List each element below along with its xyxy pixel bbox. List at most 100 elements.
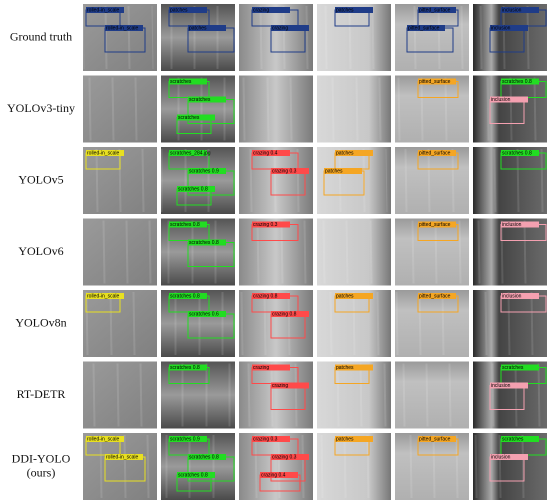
texture: [517, 148, 520, 213]
texture: [369, 220, 372, 284]
texture: [111, 77, 114, 141]
texture: [304, 220, 307, 284]
defect-image: [473, 361, 547, 429]
box-label: pitted_surface: [408, 25, 440, 31]
texture: [426, 363, 429, 427]
texture: [133, 291, 136, 356]
texture: [486, 77, 489, 141]
box-label: scratches 0.6: [189, 311, 219, 317]
box-label: scratches_284.jpg: [170, 150, 211, 156]
texture: [255, 434, 258, 499]
box-label: crazing: [272, 383, 288, 389]
texture: [508, 291, 511, 356]
texture: [366, 434, 369, 499]
box-label: crazing 0.8: [272, 311, 297, 317]
texture: [82, 5, 85, 70]
texture: [294, 363, 297, 427]
texture: [123, 434, 126, 499]
texture: [477, 220, 480, 284]
texture: [320, 434, 323, 499]
texture: [151, 5, 154, 70]
label-background: [169, 78, 207, 85]
label-background: [252, 293, 290, 299]
box-label: crazing 0.3: [272, 168, 297, 174]
texture: [349, 5, 352, 70]
texture: [371, 5, 374, 70]
texture: [434, 220, 437, 284]
box-label: pitted_surface: [419, 293, 451, 299]
label-background: [188, 168, 226, 174]
texture: [148, 220, 151, 284]
texture: [537, 363, 540, 427]
defect-image: [317, 147, 391, 214]
texture: [523, 220, 526, 284]
label-background: [490, 25, 528, 31]
texture: [498, 434, 501, 499]
label-background: [188, 454, 226, 460]
box-label: patches: [336, 365, 354, 371]
defect-image: [239, 361, 313, 429]
texture: [316, 148, 319, 213]
texture: [282, 5, 285, 70]
texture: [283, 5, 286, 70]
box-label: scratches: [502, 436, 524, 442]
texture: [305, 5, 308, 70]
label-background: [105, 25, 143, 31]
box-label: scratches 0.8: [189, 240, 219, 246]
texture: [524, 220, 527, 284]
defect-image: [161, 361, 235, 429]
texture: [139, 363, 142, 427]
texture: [301, 434, 304, 499]
box-label: inclusion: [502, 7, 522, 13]
texture: [428, 148, 431, 213]
texture: [280, 220, 283, 284]
texture: [248, 363, 251, 427]
texture: [128, 5, 131, 70]
label-background: [271, 382, 309, 389]
texture: [134, 77, 137, 141]
texture: [348, 5, 351, 70]
texture: [93, 363, 96, 427]
label-background: [271, 25, 309, 31]
texture: [132, 291, 135, 356]
texture: [257, 220, 260, 284]
label-background: [188, 25, 226, 31]
texture: [384, 363, 387, 427]
label-background: [501, 364, 539, 371]
texture: [86, 291, 89, 356]
texture: [412, 220, 415, 284]
texture: [459, 220, 462, 284]
texture: [534, 77, 537, 141]
texture: [243, 77, 246, 141]
texture: [336, 363, 339, 427]
texture: [118, 148, 121, 213]
label-background: [501, 78, 539, 85]
texture: [92, 363, 95, 427]
label-background: [335, 293, 373, 299]
texture: [343, 434, 346, 499]
texture: [531, 291, 534, 356]
texture: [324, 5, 327, 70]
texture: [288, 291, 291, 356]
label-background: [418, 436, 456, 442]
texture: [509, 77, 512, 141]
texture: [271, 363, 274, 427]
label-background: [252, 7, 290, 13]
texture: [100, 434, 103, 499]
label-background: [418, 7, 456, 13]
texture: [418, 291, 421, 356]
label-background: [407, 25, 445, 31]
texture: [425, 363, 428, 427]
defect-image: [239, 290, 313, 357]
texture: [330, 291, 333, 356]
texture: [95, 148, 98, 213]
box-label: scratches 0.8: [178, 186, 208, 192]
defect-image: [239, 147, 313, 214]
label-background: [188, 311, 226, 317]
texture: [530, 291, 533, 356]
box-label: crazing 0.4: [253, 150, 278, 156]
defect-image: [473, 433, 547, 500]
texture: [461, 5, 464, 70]
texture: [485, 291, 488, 356]
texture: [494, 148, 497, 213]
